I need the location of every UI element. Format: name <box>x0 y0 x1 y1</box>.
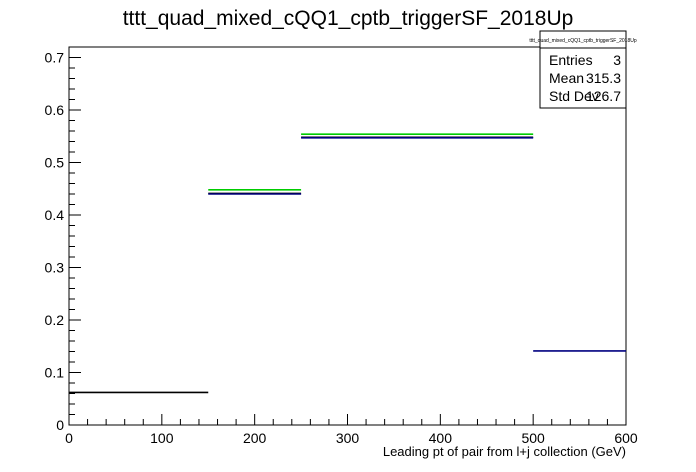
y-tick-label: 0.7 <box>45 50 65 66</box>
x-tick-label: 400 <box>429 430 453 446</box>
y-tick-label: 0.3 <box>45 260 65 276</box>
x-tick-label: 500 <box>521 430 545 446</box>
x-tick-label: 100 <box>150 430 174 446</box>
y-tick-label: 0 <box>56 417 64 433</box>
stats-mean-value: 315.3 <box>586 70 621 86</box>
stats-entries-value: 3 <box>613 52 621 68</box>
y-tick-label: 0.6 <box>45 102 65 118</box>
y-tick-label: 0.4 <box>45 207 65 223</box>
y-tick-label: 0.1 <box>45 365 65 381</box>
histogram-series <box>69 133 626 394</box>
y-tick-label: 0.2 <box>45 312 65 328</box>
x-tick-label: 300 <box>336 430 360 446</box>
x-tick-label: 200 <box>243 430 267 446</box>
x-axis: 0 100 200 300 400 500 600 <box>65 414 638 446</box>
stats-box-title: tttt_quad_mixed_cQQ1_cptb_triggerSF_2018… <box>529 38 637 44</box>
stats-mean-label: Mean <box>549 70 584 86</box>
y-tick-label: 0.5 <box>45 155 65 171</box>
stats-entries-label: Entries <box>549 52 593 68</box>
y-axis: 0 0.1 0.2 0.3 0.4 0.5 0.6 0.7 <box>45 46 81 433</box>
stats-box: tttt_quad_mixed_cQQ1_cptb_triggerSF_2018… <box>529 30 637 109</box>
x-axis-label: Leading pt of pair from l+j collection (… <box>383 444 626 459</box>
stats-box-frame <box>539 30 627 109</box>
x-tick-label: 600 <box>614 430 638 446</box>
stats-stddev-label: Std Dev <box>549 88 599 104</box>
stats-stddev-value: 126.7 <box>586 88 621 104</box>
x-tick-label: 0 <box>65 430 73 446</box>
chart-title: tttt_quad_mixed_cQQ1_cptb_triggerSF_2018… <box>123 7 574 30</box>
